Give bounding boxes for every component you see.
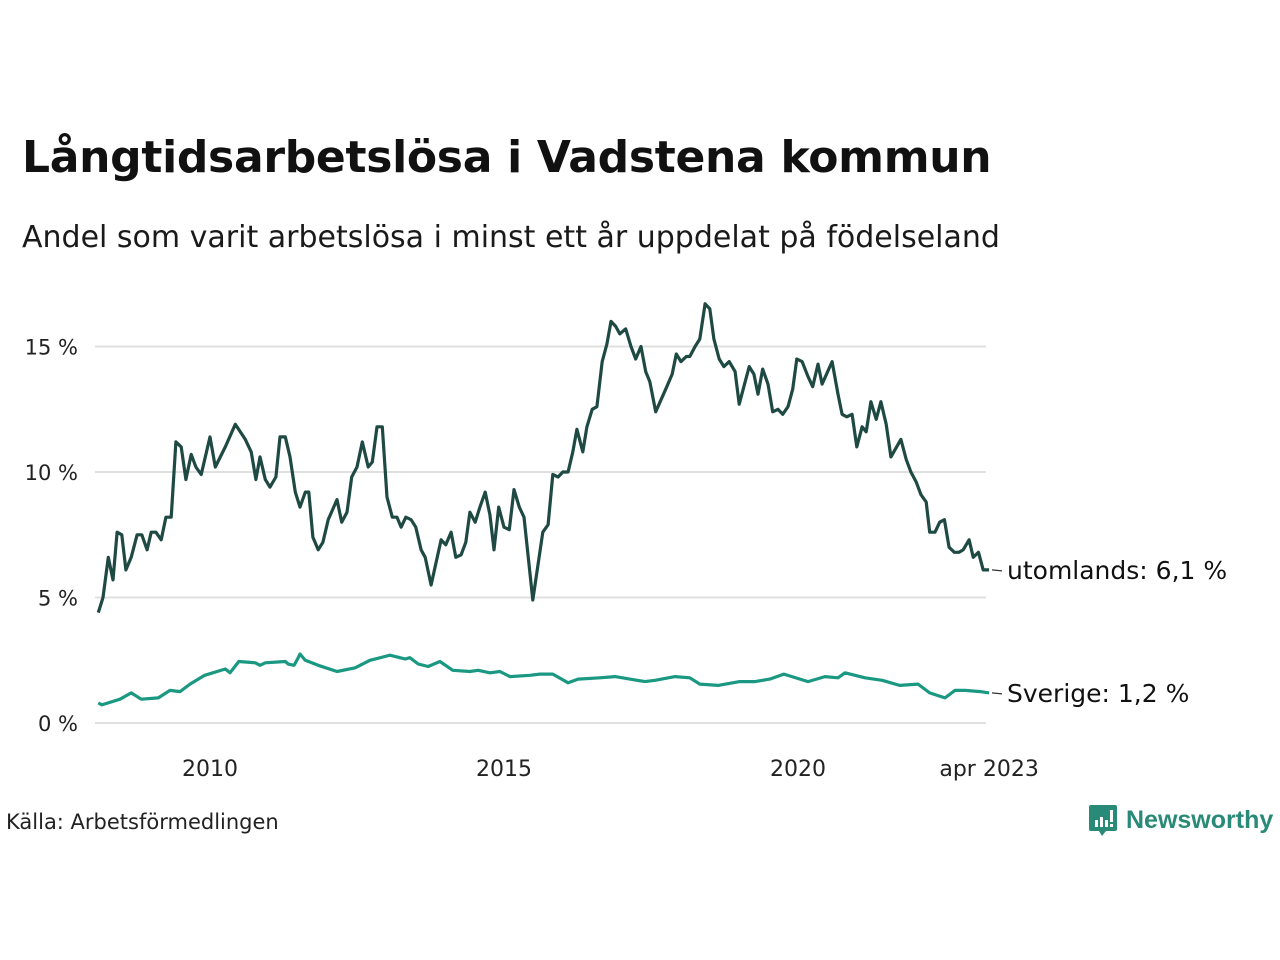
x-tick-label: 2010 <box>182 757 238 782</box>
y-tick-label: 5 % <box>38 587 78 611</box>
newsworthy-logo-icon <box>1089 805 1117 836</box>
series-label-sverige: Sverige: 1,2 % <box>1007 679 1189 708</box>
chart-subtitle: Andel som varit arbetslösa i minst ett å… <box>22 220 1000 255</box>
series-line-sverige <box>97 652 990 707</box>
series-label-utomlands: utomlands: 6,1 % <box>1007 556 1227 585</box>
label-leader <box>991 692 1003 695</box>
series-labels: utomlands: 6,1 % Sverige: 1,2 % <box>991 556 1227 708</box>
label-leader <box>991 569 1003 572</box>
x-axis-ticks: 2010 2015 2020 apr 2023 <box>182 757 1039 782</box>
logo-text: Newsworthy <box>1126 805 1274 834</box>
chart-title: Långtidsarbetslösa i Vadstena kommun <box>22 132 992 183</box>
newsworthy-logo[interactable]: Newsworthy <box>1088 803 1273 837</box>
y-axis-ticks: 0 % 5 % 10 % 15 % <box>25 336 78 737</box>
y-tick-label: 15 % <box>25 336 78 360</box>
source-note: Källa: Arbetsförmedlingen <box>6 810 279 834</box>
series-line-utomlands <box>96 302 990 614</box>
y-tick-label: 10 % <box>25 461 78 485</box>
x-tick-label: 2015 <box>476 757 532 782</box>
series-lines <box>96 302 990 707</box>
x-tick-label: apr 2023 <box>939 757 1038 782</box>
gridlines <box>95 345 986 724</box>
y-tick-label: 0 % <box>38 712 78 736</box>
x-tick-label: 2020 <box>770 757 826 782</box>
